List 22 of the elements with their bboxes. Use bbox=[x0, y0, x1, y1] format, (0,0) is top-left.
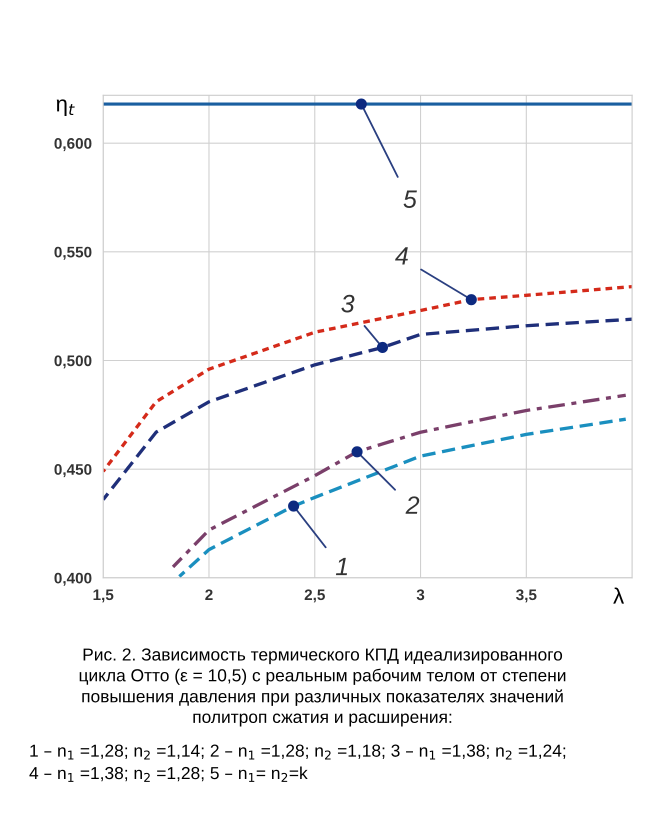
point bbox=[376, 342, 388, 354]
line-series bbox=[178, 418, 628, 578]
annotation: 3 bbox=[341, 294, 354, 313]
line-series bbox=[103, 284, 632, 474]
y-tick-label: 0,400 bbox=[54, 572, 92, 586]
x-tick-label: 1,5 bbox=[94, 590, 114, 602]
y-tick-label: 0,500 bbox=[54, 355, 92, 368]
annotation: 1 bbox=[336, 558, 348, 576]
x-axis-title: λ bbox=[613, 587, 624, 604]
x-tick-label: 2,5 bbox=[304, 589, 325, 602]
x-tick-label: 3 bbox=[416, 589, 424, 600]
annotation: 2 bbox=[406, 496, 420, 514]
y-axis-title: η$_{t}$ bbox=[56, 99, 75, 116]
x-tick-label: 3,5 bbox=[516, 589, 537, 602]
y-tick-label: 0,600 bbox=[54, 138, 92, 152]
x-tick-label: 2 bbox=[205, 589, 213, 600]
annotation: 4 bbox=[395, 247, 408, 264]
y-tick-label: 0,550 bbox=[54, 246, 92, 260]
y-tick-label: 0,450 bbox=[54, 464, 92, 478]
text: Рис. 2. Зависимость термического КПД идеализированного цикла Отто (ε = 10,5) с реальным рабочим телом от степени повышения давления при различных показателях значений политроп сжатия и расширения: bbox=[80, 648, 566, 726]
text: 1 – n$_{1}$ =1,28; n$_{2}$ =1,14; 2 – n$_{1}$ =1,28; n$_{2}$ =1,18; 3 – n$_{1}$ =1,38; n$_{2}$ =1,24; 4 – n$_{1}$ =1,38; n$_{2}$ =1,28; 5 – n$_{1}$= n$_{2}$=k bbox=[29, 744, 566, 782]
annotation: 5 bbox=[404, 190, 417, 208]
